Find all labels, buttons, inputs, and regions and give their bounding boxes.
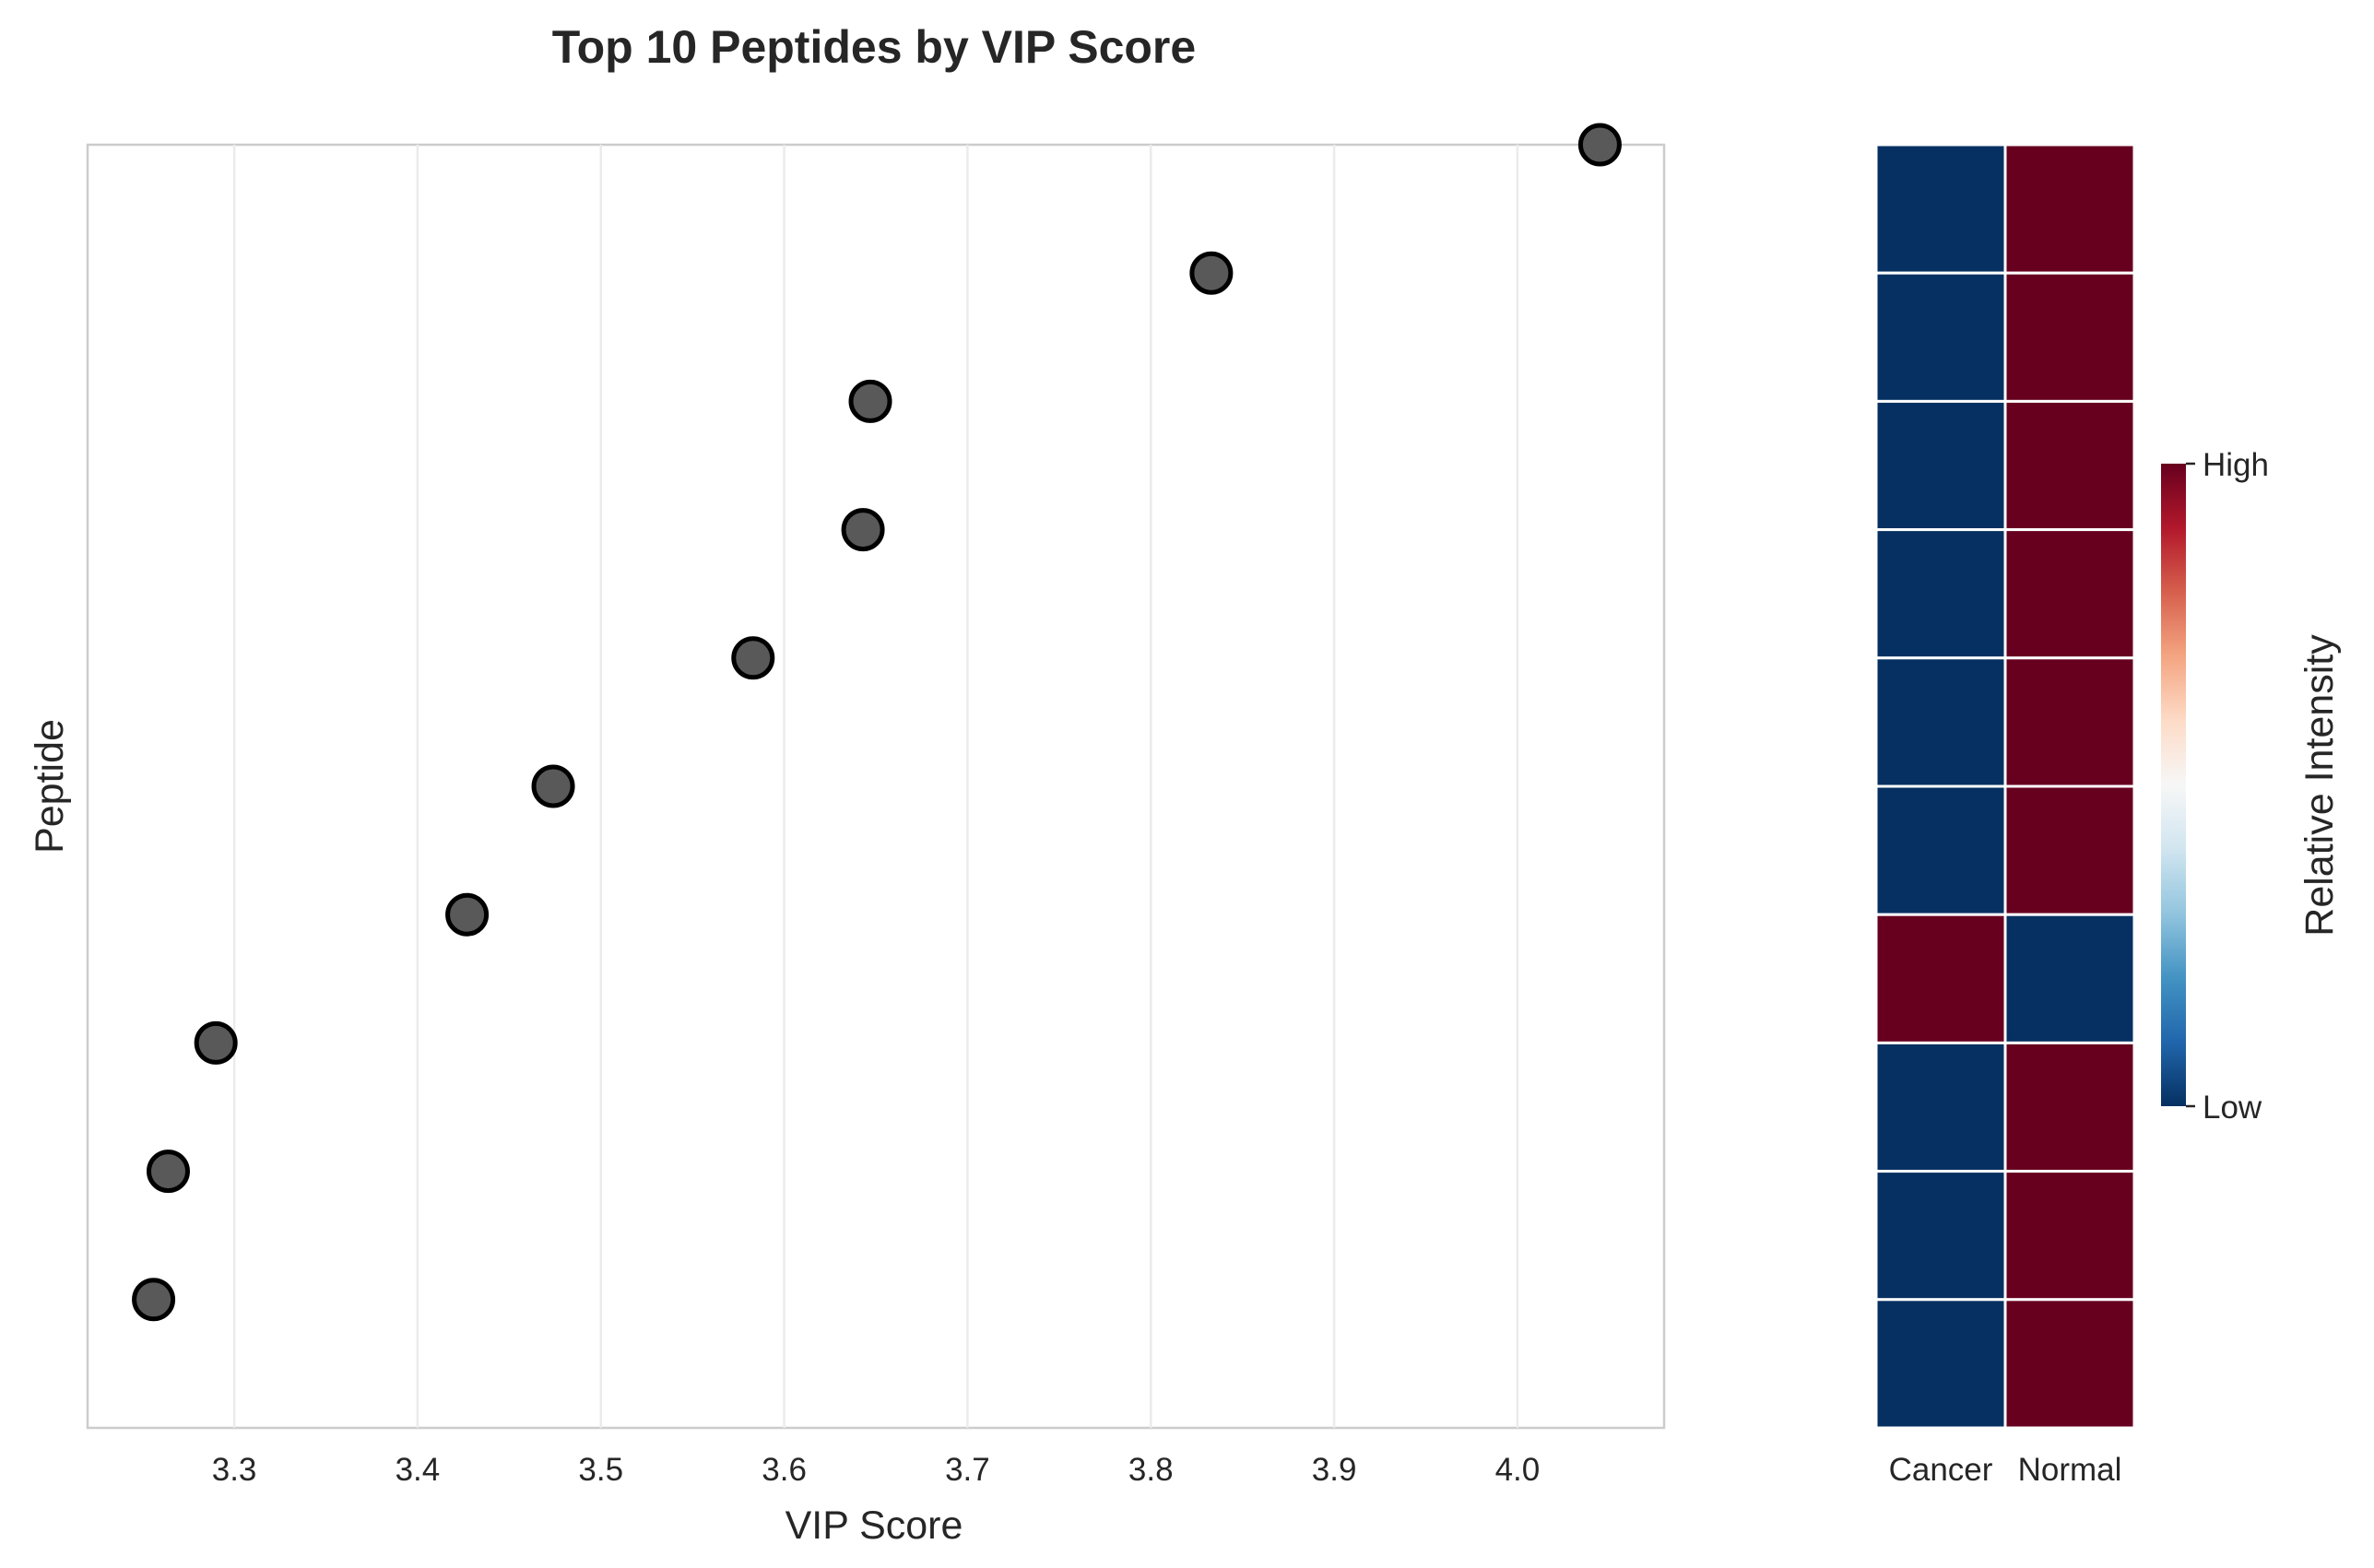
colorbar-label: Relative Intensity (2297, 634, 2342, 937)
scatter-point (1577, 123, 1622, 167)
colorbar: Low High Relative Intensity (2161, 447, 2342, 1126)
heatmap-cell (2003, 399, 2136, 532)
heatmap-cell (1874, 143, 2007, 275)
scatter-plot-frame (86, 143, 1666, 1430)
heatmap-panel: Cancer Normal (1874, 143, 2136, 1488)
x-tick-label: 4.0 (1495, 1452, 1541, 1488)
heatmap-cell (2003, 1170, 2136, 1302)
x-tick-label: 3.6 (762, 1452, 807, 1488)
heatmap-cell (2003, 656, 2136, 788)
x-tick-label: 3.7 (945, 1452, 990, 1488)
heatmap-column-labels: Cancer Normal (1889, 1452, 2122, 1488)
heatmap-cell (2003, 1298, 2136, 1430)
scatter-point (445, 892, 490, 937)
heatmap-cell (2003, 784, 2136, 916)
colorbar-gradient (2161, 464, 2186, 1106)
heatmap-cell (2003, 143, 2136, 275)
x-tick-label: 3.3 (212, 1452, 257, 1488)
heatmap-cells (1874, 143, 2136, 1430)
x-tick-label: 3.9 (1312, 1452, 1357, 1488)
heatmap-cell (1874, 656, 2007, 788)
heatmap-cell (1874, 913, 2007, 1044)
x-tick-label: 3.4 (396, 1452, 441, 1488)
chart-title: Top 10 Peptides by VIP Score (552, 21, 1196, 73)
scatter-panel: 3.3 3.4 3.5 3.6 3.7 3.8 3.9 4.0 (86, 123, 1666, 1488)
colorbar-tick-label: Low (2203, 1090, 2262, 1126)
heatmap-cell (2003, 528, 2136, 660)
colorbar-ticks: Low High (2186, 447, 2269, 1126)
x-tick-label: 3.5 (578, 1452, 623, 1488)
colorbar-tick-label: High (2203, 447, 2269, 483)
heatmap-cell (1874, 784, 2007, 916)
heatmap-cell (1874, 271, 2007, 403)
scatter-point (731, 636, 775, 680)
scatter-point (132, 1278, 176, 1322)
heatmap-cell (1874, 1170, 2007, 1302)
heatmap-column-label: Normal (2018, 1452, 2122, 1488)
heatmap-cell (2003, 1041, 2136, 1173)
scatter-point (841, 508, 885, 552)
heatmap-column-label: Cancer (1889, 1452, 1993, 1488)
scatter-point (194, 1020, 238, 1065)
scatter-point (146, 1149, 190, 1194)
heatmap-cell (1874, 528, 2007, 660)
heatmap-cell (1874, 399, 2007, 532)
heatmap-cell (2003, 271, 2136, 403)
heatmap-cell (1874, 1298, 2007, 1430)
x-tick-label: 3.8 (1128, 1452, 1174, 1488)
y-axis-label: Peptide (28, 719, 72, 854)
scatter-gridlines (232, 145, 1519, 1428)
heatmap-cell (1874, 1041, 2007, 1173)
scatter-points (132, 123, 1622, 1322)
heatmap-cell (2003, 913, 2136, 1044)
scatter-point (1189, 251, 1234, 295)
scatter-point (531, 764, 575, 808)
scatter-point (848, 379, 892, 423)
x-axis-label: VIP Score (785, 1503, 963, 1548)
scatter-x-tick-labels: 3.3 3.4 3.5 3.6 3.7 3.8 3.9 4.0 (212, 1452, 1541, 1488)
